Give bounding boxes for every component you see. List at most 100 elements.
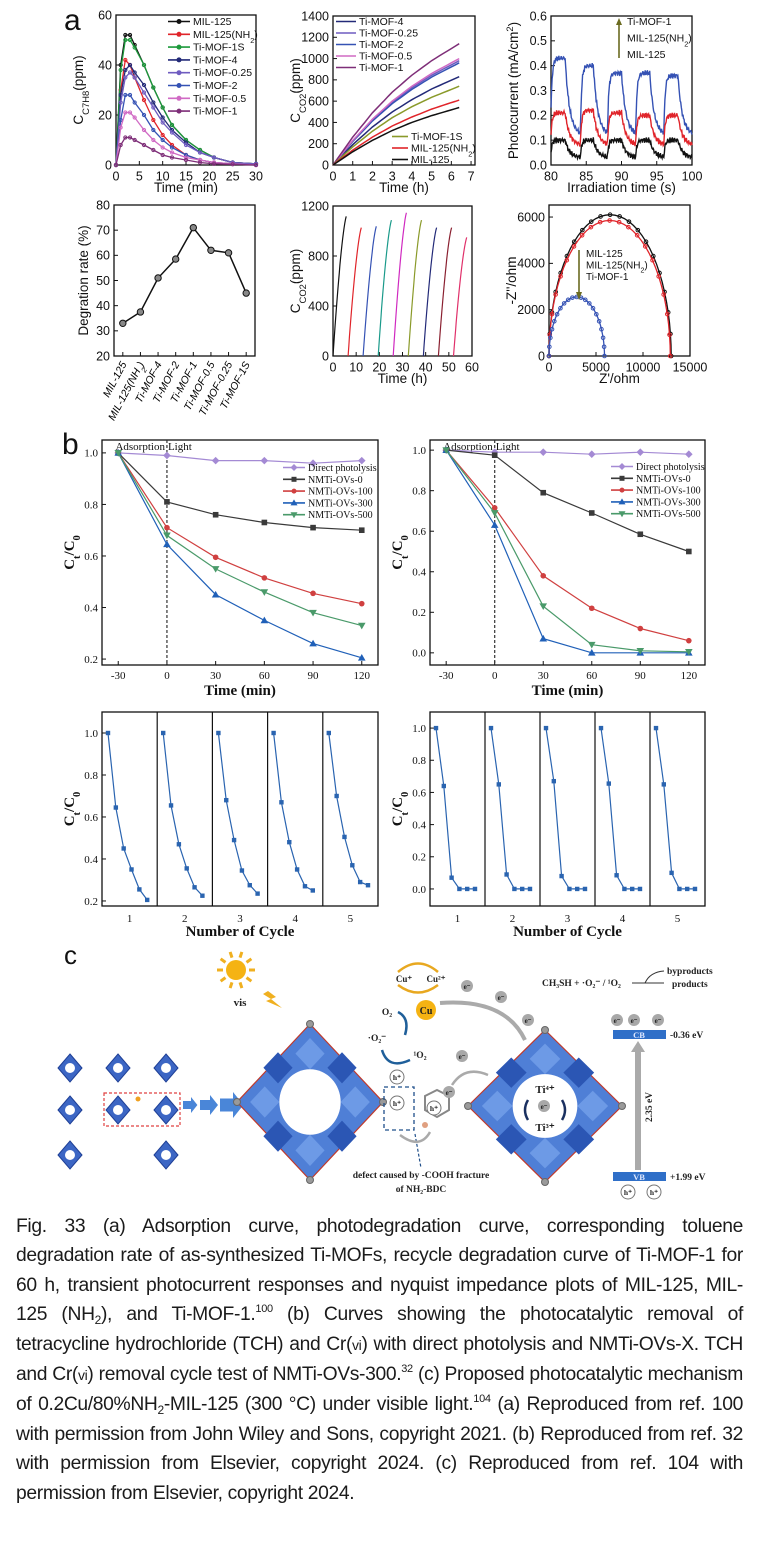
data-point bbox=[169, 155, 175, 160]
y-tick-label: 0.6 bbox=[412, 526, 426, 538]
sun-ray bbox=[228, 981, 234, 989]
x-tick-label: 25 bbox=[226, 170, 240, 184]
mof-lattice-icon bbox=[57, 1053, 181, 1170]
mof-pore bbox=[161, 1150, 171, 1160]
data-point bbox=[622, 886, 627, 892]
data-point bbox=[636, 448, 645, 456]
data-point bbox=[617, 214, 622, 219]
x-tick-label: 90 bbox=[308, 670, 320, 682]
y-axis-label: Ct/C0 bbox=[390, 535, 411, 570]
data-point bbox=[207, 246, 215, 255]
y-tick-label: 0.4 bbox=[530, 59, 547, 73]
text-part: MIL-125(NH bbox=[411, 143, 468, 155]
series-line bbox=[332, 57, 460, 166]
series-line bbox=[162, 732, 203, 897]
legend-label: Ti-MOF-1 bbox=[359, 62, 404, 74]
y-tick-label: 1000 bbox=[301, 52, 329, 66]
data-point bbox=[587, 641, 596, 649]
y-tick-label: 0.6 bbox=[84, 551, 98, 563]
x-tick-label: 30 bbox=[249, 170, 263, 184]
y-tick-label: 1.0 bbox=[84, 728, 98, 740]
y-tick-label: 1200 bbox=[301, 199, 329, 213]
x-tick-label: 15 bbox=[179, 170, 193, 184]
cu-atom-icon bbox=[416, 1000, 436, 1020]
reduction-arrow bbox=[397, 1010, 408, 1036]
electron-icon: e⁻ bbox=[456, 1050, 468, 1062]
plot-frame bbox=[332, 15, 476, 166]
data-point bbox=[184, 866, 189, 871]
data-point bbox=[176, 70, 182, 76]
panel-label: c bbox=[64, 940, 77, 970]
data-point bbox=[261, 519, 268, 526]
data-point bbox=[290, 512, 298, 519]
data-point bbox=[491, 505, 498, 511]
electron-ball bbox=[628, 1014, 640, 1026]
series-line bbox=[550, 55, 693, 136]
legend-label: MIL-125(NH2) bbox=[627, 33, 692, 49]
data-point bbox=[176, 83, 182, 88]
subscript: 2 bbox=[640, 267, 644, 274]
data-point bbox=[618, 463, 626, 470]
data-point bbox=[176, 19, 182, 24]
data-point bbox=[183, 137, 189, 143]
electron-transfer-arrow bbox=[450, 1070, 489, 1086]
data-point bbox=[291, 476, 297, 482]
plot-frame bbox=[429, 711, 706, 907]
octahedron-icon bbox=[481, 1090, 513, 1122]
data-point bbox=[176, 108, 182, 114]
data-point bbox=[357, 456, 366, 465]
cycle-curve bbox=[437, 227, 453, 357]
data-point bbox=[127, 110, 133, 115]
data-point bbox=[123, 67, 128, 73]
data-point bbox=[642, 244, 648, 249]
superoxide-label: ·O₂⁻ bbox=[368, 1034, 386, 1044]
data-point bbox=[137, 887, 142, 892]
data-point bbox=[163, 451, 171, 460]
vb-label: VB bbox=[633, 1172, 645, 1182]
x-tick-label: 40 bbox=[419, 361, 433, 375]
y-axis-label: Ct/C0 bbox=[390, 792, 411, 827]
series-line bbox=[445, 449, 689, 654]
framework-left bbox=[233, 1020, 387, 1184]
data-point bbox=[600, 335, 606, 341]
data-point bbox=[160, 145, 165, 150]
x-tick-label: 3 bbox=[237, 913, 243, 925]
data-point bbox=[211, 161, 217, 166]
data-point bbox=[302, 884, 308, 889]
data-point bbox=[118, 67, 123, 73]
node-atom-icon bbox=[379, 1098, 387, 1106]
data-point bbox=[151, 127, 156, 133]
series-line bbox=[490, 728, 530, 890]
data-point bbox=[539, 448, 548, 456]
x-axis-label: Z'/ohm bbox=[599, 371, 640, 386]
y-tick-label: 0.6 bbox=[84, 812, 98, 824]
data-point bbox=[211, 456, 220, 465]
data-point bbox=[588, 510, 595, 516]
data-point bbox=[546, 353, 552, 359]
y-axis-label: Degration rate (%) bbox=[76, 225, 91, 335]
octahedron-icon bbox=[263, 1052, 293, 1084]
data-point bbox=[310, 590, 316, 597]
data-point bbox=[547, 344, 552, 350]
y-tick-label: 0.8 bbox=[84, 770, 98, 782]
data-point bbox=[599, 326, 604, 332]
y-tick-label: 0.2 bbox=[412, 607, 426, 619]
data-point bbox=[287, 839, 292, 845]
octahedron-icon bbox=[295, 1134, 325, 1166]
cu-plus-label: Cu⁺ bbox=[396, 974, 413, 984]
data-point bbox=[558, 305, 563, 311]
hole-ball bbox=[646, 1184, 662, 1200]
mof-pore bbox=[113, 1105, 123, 1115]
arrow-head-icon bbox=[576, 292, 582, 300]
y-tick-label: 20 bbox=[98, 108, 112, 122]
y-tick-label: 0.6 bbox=[530, 9, 547, 23]
vb-bar bbox=[613, 1172, 666, 1181]
data-point bbox=[365, 883, 371, 888]
cycle-run bbox=[271, 730, 315, 893]
text-part: Ti-MOF-4 bbox=[193, 54, 238, 66]
hole-ball bbox=[389, 1095, 405, 1111]
data-point bbox=[342, 834, 347, 840]
text-part: NMTi-OVs-300 bbox=[636, 497, 701, 508]
y-tick-label: 0.4 bbox=[84, 602, 98, 614]
data-point bbox=[211, 566, 220, 573]
